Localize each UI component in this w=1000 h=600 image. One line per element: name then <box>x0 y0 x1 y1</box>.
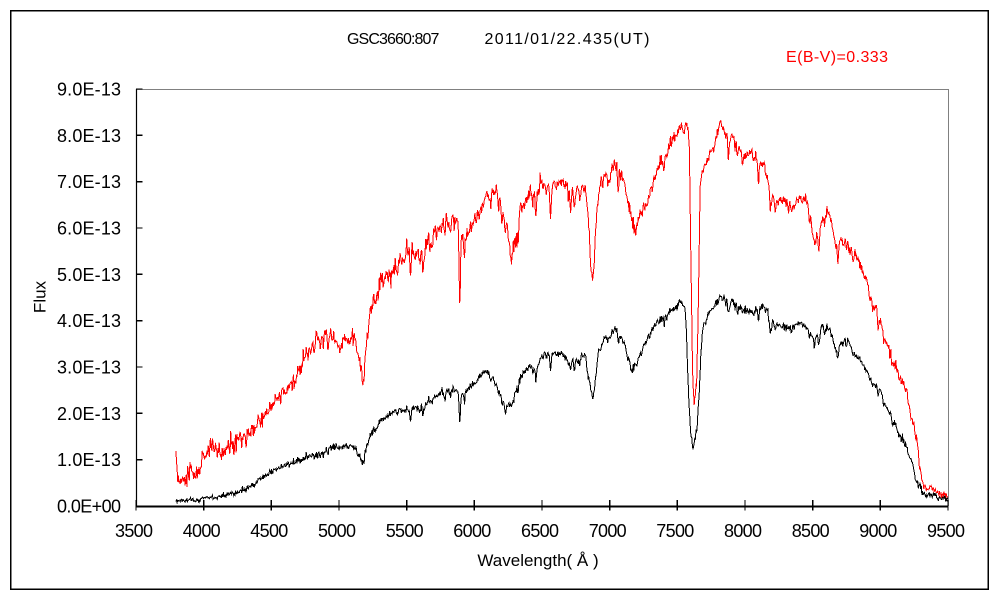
svg-text:4.0E-13: 4.0E-13 <box>57 311 121 331</box>
svg-text:GSC3660:807: GSC3660:807 <box>347 31 440 48</box>
svg-text:2011/01/22.435(UT): 2011/01/22.435(UT) <box>485 31 650 48</box>
svg-text:6.0E-13: 6.0E-13 <box>57 219 121 239</box>
svg-text:8.0E-13: 8.0E-13 <box>57 126 121 146</box>
svg-text:0.0E+00: 0.0E+00 <box>57 497 121 517</box>
svg-text:1.0E-13: 1.0E-13 <box>57 450 121 470</box>
svg-text:9.0E-13: 9.0E-13 <box>57 80 121 100</box>
svg-text:7.0E-13: 7.0E-13 <box>57 172 121 192</box>
svg-text:Flux: Flux <box>31 280 50 313</box>
svg-text:6000: 6000 <box>453 521 491 541</box>
svg-text:5000: 5000 <box>318 521 356 541</box>
svg-text:4000: 4000 <box>183 521 221 541</box>
svg-text:5.0E-13: 5.0E-13 <box>57 265 121 285</box>
svg-text:E(B-V)=0.333: E(B-V)=0.333 <box>786 49 888 66</box>
svg-text:7500: 7500 <box>656 521 694 541</box>
svg-text:3500: 3500 <box>115 521 153 541</box>
svg-text:4500: 4500 <box>250 521 288 541</box>
svg-text:3.0E-13: 3.0E-13 <box>57 358 121 378</box>
svg-text:7000: 7000 <box>589 521 627 541</box>
svg-text:8500: 8500 <box>792 521 830 541</box>
svg-text:9000: 9000 <box>859 521 897 541</box>
svg-text:8000: 8000 <box>724 521 762 541</box>
svg-text:9500: 9500 <box>927 521 965 541</box>
svg-text:6500: 6500 <box>521 521 559 541</box>
svg-text:2.0E-13: 2.0E-13 <box>57 404 121 424</box>
svg-text:Wavelength( Å ): Wavelength( Å ) <box>477 551 598 570</box>
svg-text:5500: 5500 <box>386 521 424 541</box>
